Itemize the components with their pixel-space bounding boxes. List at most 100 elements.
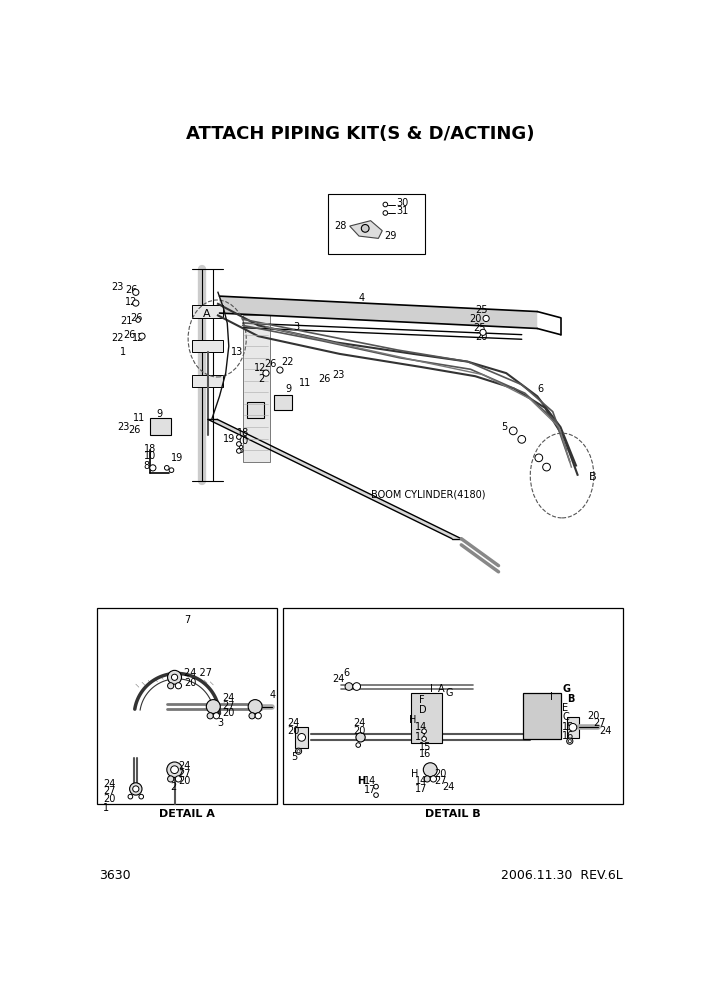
Text: 9: 9 — [286, 384, 291, 394]
Text: 4: 4 — [269, 690, 275, 700]
Text: 8: 8 — [143, 460, 150, 470]
Circle shape — [255, 712, 261, 719]
Text: 21: 21 — [120, 315, 133, 325]
Text: ATTACH PIPING KIT(S & D/ACTING): ATTACH PIPING KIT(S & D/ACTING) — [185, 125, 534, 144]
Circle shape — [356, 733, 365, 742]
Text: 24: 24 — [332, 674, 344, 683]
Text: 26: 26 — [319, 374, 331, 384]
Circle shape — [167, 762, 183, 778]
Text: 27: 27 — [593, 718, 606, 728]
Text: 18: 18 — [237, 429, 250, 438]
Text: 5: 5 — [501, 422, 507, 433]
Text: 2006.11.30  REV.6L: 2006.11.30 REV.6L — [501, 869, 623, 882]
Circle shape — [423, 763, 437, 777]
Text: 3: 3 — [293, 322, 299, 332]
Circle shape — [510, 427, 517, 434]
Text: 24: 24 — [223, 693, 235, 703]
Bar — [411, 692, 442, 743]
Text: 30: 30 — [396, 198, 409, 208]
Circle shape — [480, 329, 486, 335]
Circle shape — [249, 699, 262, 713]
Text: D: D — [418, 705, 426, 715]
Circle shape — [373, 785, 378, 789]
Text: 23: 23 — [117, 422, 130, 433]
Circle shape — [171, 766, 178, 774]
Bar — [150, 418, 171, 434]
Circle shape — [277, 367, 283, 373]
Text: 19: 19 — [171, 452, 184, 463]
Bar — [274, 395, 292, 410]
Text: 20: 20 — [434, 769, 446, 779]
Circle shape — [345, 682, 353, 690]
Text: A: A — [202, 309, 210, 318]
Circle shape — [422, 729, 426, 733]
Circle shape — [422, 737, 426, 741]
Circle shape — [535, 454, 543, 461]
Bar — [283, 608, 623, 805]
Text: 20: 20 — [475, 332, 488, 342]
Text: 26: 26 — [128, 426, 140, 435]
Text: 22: 22 — [111, 333, 124, 343]
Text: 3: 3 — [217, 718, 223, 728]
Circle shape — [168, 682, 174, 688]
Polygon shape — [220, 297, 537, 328]
Bar — [192, 306, 223, 317]
Text: 10: 10 — [143, 451, 156, 461]
Circle shape — [150, 465, 156, 471]
Text: 15: 15 — [562, 721, 574, 731]
Circle shape — [297, 750, 300, 753]
Text: 26: 26 — [124, 329, 135, 339]
Text: B: B — [567, 693, 575, 704]
Text: 31: 31 — [396, 206, 409, 216]
Text: 23: 23 — [111, 282, 124, 292]
Circle shape — [168, 776, 174, 782]
Text: 2: 2 — [171, 782, 177, 792]
Bar — [567, 716, 579, 738]
Circle shape — [567, 738, 573, 744]
Text: 13: 13 — [231, 347, 244, 357]
Text: 11: 11 — [299, 378, 312, 388]
Circle shape — [237, 441, 241, 446]
Text: F: F — [418, 695, 424, 705]
Text: 16: 16 — [562, 731, 574, 741]
Text: 2: 2 — [258, 374, 265, 384]
Text: 14: 14 — [415, 722, 427, 732]
Circle shape — [133, 786, 139, 792]
Circle shape — [237, 434, 241, 439]
Text: 6: 6 — [537, 384, 543, 394]
Circle shape — [569, 723, 577, 731]
Text: H: H — [409, 714, 417, 724]
Text: 26: 26 — [125, 285, 138, 295]
Circle shape — [176, 682, 182, 688]
Text: 1: 1 — [103, 804, 110, 813]
Text: 17: 17 — [415, 784, 428, 794]
Text: 20: 20 — [223, 708, 235, 718]
Circle shape — [237, 448, 241, 453]
Circle shape — [169, 468, 174, 472]
Text: 27: 27 — [223, 700, 235, 711]
Circle shape — [430, 776, 437, 782]
Polygon shape — [243, 315, 270, 461]
Circle shape — [383, 210, 388, 215]
Circle shape — [424, 776, 430, 782]
Bar — [523, 692, 560, 739]
Text: 24: 24 — [178, 761, 191, 771]
Circle shape — [207, 712, 213, 719]
Circle shape — [133, 290, 139, 296]
Circle shape — [373, 793, 378, 798]
Circle shape — [171, 675, 178, 681]
Text: 7: 7 — [184, 614, 190, 625]
Bar — [296, 726, 308, 748]
Text: 8: 8 — [237, 445, 244, 455]
Text: H: H — [411, 769, 418, 779]
Text: 6: 6 — [343, 669, 350, 679]
Text: 12: 12 — [254, 363, 267, 373]
Text: 12: 12 — [132, 333, 145, 343]
Text: I: I — [430, 683, 433, 693]
Polygon shape — [208, 420, 461, 539]
Text: 25: 25 — [475, 305, 488, 315]
Text: 28: 28 — [334, 221, 347, 231]
Text: 26: 26 — [131, 312, 143, 322]
Circle shape — [296, 748, 302, 754]
Text: 20: 20 — [353, 726, 365, 736]
